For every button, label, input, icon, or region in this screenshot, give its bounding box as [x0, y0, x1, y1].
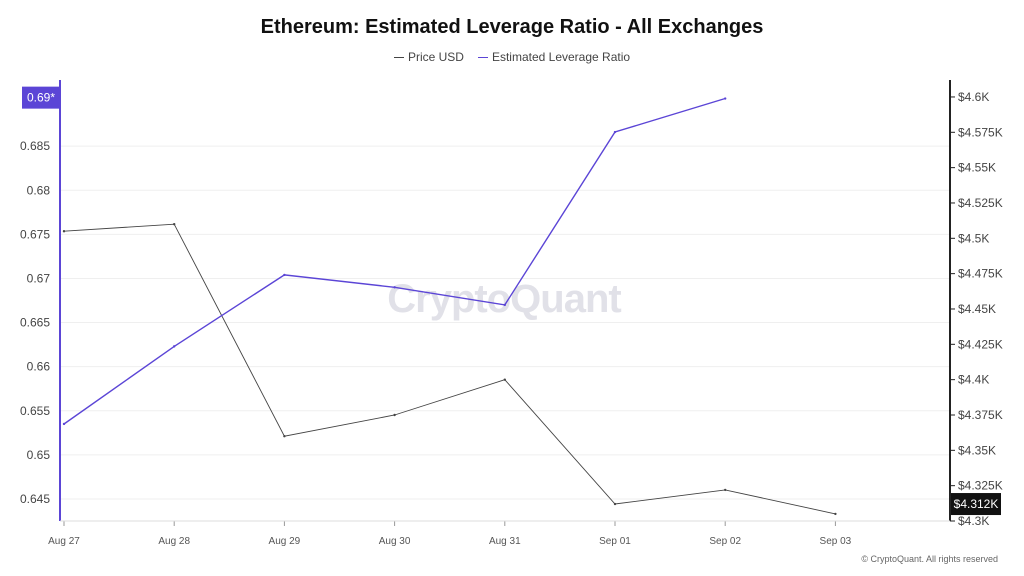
data-point-leverage: [173, 345, 176, 348]
x-tick-label: Sep 02: [709, 536, 741, 547]
y-right-tick-label: $4.55K: [958, 161, 996, 175]
x-tick-label: Sep 01: [599, 536, 631, 547]
data-point-price: [834, 512, 837, 516]
legend-swatch-price: [393, 56, 404, 58]
x-tick-label: Aug 30: [379, 536, 411, 547]
data-point-price: [613, 502, 617, 506]
x-tick-label: Aug 27: [48, 536, 80, 547]
data-point-leverage: [613, 130, 617, 134]
y-right-tick-label: $4.525K: [958, 196, 1003, 210]
y-left-tick-label: 0.665: [20, 316, 50, 330]
y-right-tick-label: $4.375K: [958, 408, 1003, 422]
data-point-price: [393, 413, 396, 417]
chart-title: Ethereum: Estimated Leverage Ratio - All…: [260, 16, 764, 38]
y-right-tick-label: $4.3K: [958, 514, 989, 528]
data-point-leverage: [283, 273, 286, 277]
y-left-tick-label: 0.65: [27, 448, 51, 462]
y-left-tick-label: 0.68: [27, 183, 51, 197]
x-tick-label: Aug 28: [158, 536, 190, 547]
y-right-tick-label: $4.4K: [958, 373, 989, 387]
y-right-tick-label: $4.5K: [958, 231, 989, 245]
chart-legend: Price USD Estimated Leverage Ratio: [0, 50, 1024, 64]
y-right-tick-label: $4.475K: [958, 267, 1003, 281]
left-current-value-badge: [22, 86, 60, 109]
y-left-tick-label: 0.685: [20, 139, 50, 153]
y-right-tick-label: $4.425K: [958, 337, 1003, 351]
watermark: CryptoQuant: [387, 277, 621, 321]
legend-label-leverage: Estimated Leverage Ratio: [491, 50, 631, 64]
left-current-value-label: 0.69*: [27, 91, 55, 105]
right-current-value-badge: [951, 493, 1001, 516]
y-left-tick-label: 0.675: [20, 227, 50, 241]
y-right-tick-label: $4.35K: [958, 443, 996, 457]
y-right-tick-label: $4.6K: [958, 90, 989, 104]
legend-swatch-leverage: [477, 56, 488, 58]
x-tick-label: Aug 31: [489, 536, 521, 547]
right-current-value-label: $4.312K: [954, 497, 999, 511]
series-line-leverage: [63, 97, 726, 425]
copyright-credit: © CryptoQuant. All rights reserved: [861, 554, 998, 564]
data-point-price: [173, 222, 176, 226]
series-line-price: [63, 223, 836, 515]
y-right-tick-label: $4.575K: [958, 125, 1003, 139]
data-point-leverage: [503, 303, 506, 307]
data-point-price: [724, 488, 727, 492]
legend-label-price: Price USD: [407, 50, 464, 64]
legend-item-price[interactable]: Price USD: [393, 50, 464, 64]
data-point-price: [503, 378, 506, 381]
y-left-tick-label: 0.67: [27, 271, 51, 285]
data-point-leverage: [62, 422, 66, 426]
y-left-tick-label: 0.655: [20, 404, 50, 418]
x-tick-label: Sep 03: [820, 536, 852, 547]
y-right-tick-label: $4.45K: [958, 302, 996, 316]
y-right-tick-label: $4.325K: [958, 479, 1003, 493]
data-point-leverage: [724, 97, 727, 100]
x-tick-label: Aug 29: [269, 536, 301, 547]
y-left-tick-label: 0.645: [20, 492, 50, 506]
data-point-price: [283, 434, 286, 438]
y-left-tick-label: 0.66: [27, 360, 51, 374]
legend-item-leverage[interactable]: Estimated Leverage Ratio: [477, 50, 631, 64]
data-point-leverage: [393, 286, 396, 289]
data-point-price: [62, 230, 66, 233]
